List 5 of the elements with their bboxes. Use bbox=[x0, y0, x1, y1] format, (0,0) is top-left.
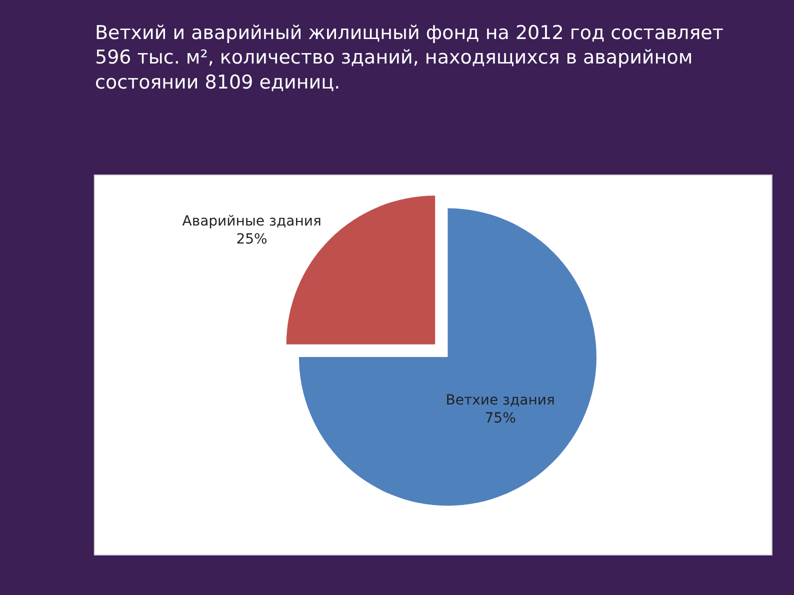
data-label: 75% bbox=[484, 410, 516, 427]
slice-label: Аварийные здания bbox=[182, 214, 322, 230]
chart-title: Ветхий и аварийный жилищный фонд на 2012 год составляет 596 тыс. м², количество зданий, находящихся в аварийном состоянии 8109 единиц. bbox=[95, 22, 724, 94]
slice-label: Ветхие здания bbox=[446, 392, 555, 408]
data-label: 25% bbox=[236, 232, 268, 248]
